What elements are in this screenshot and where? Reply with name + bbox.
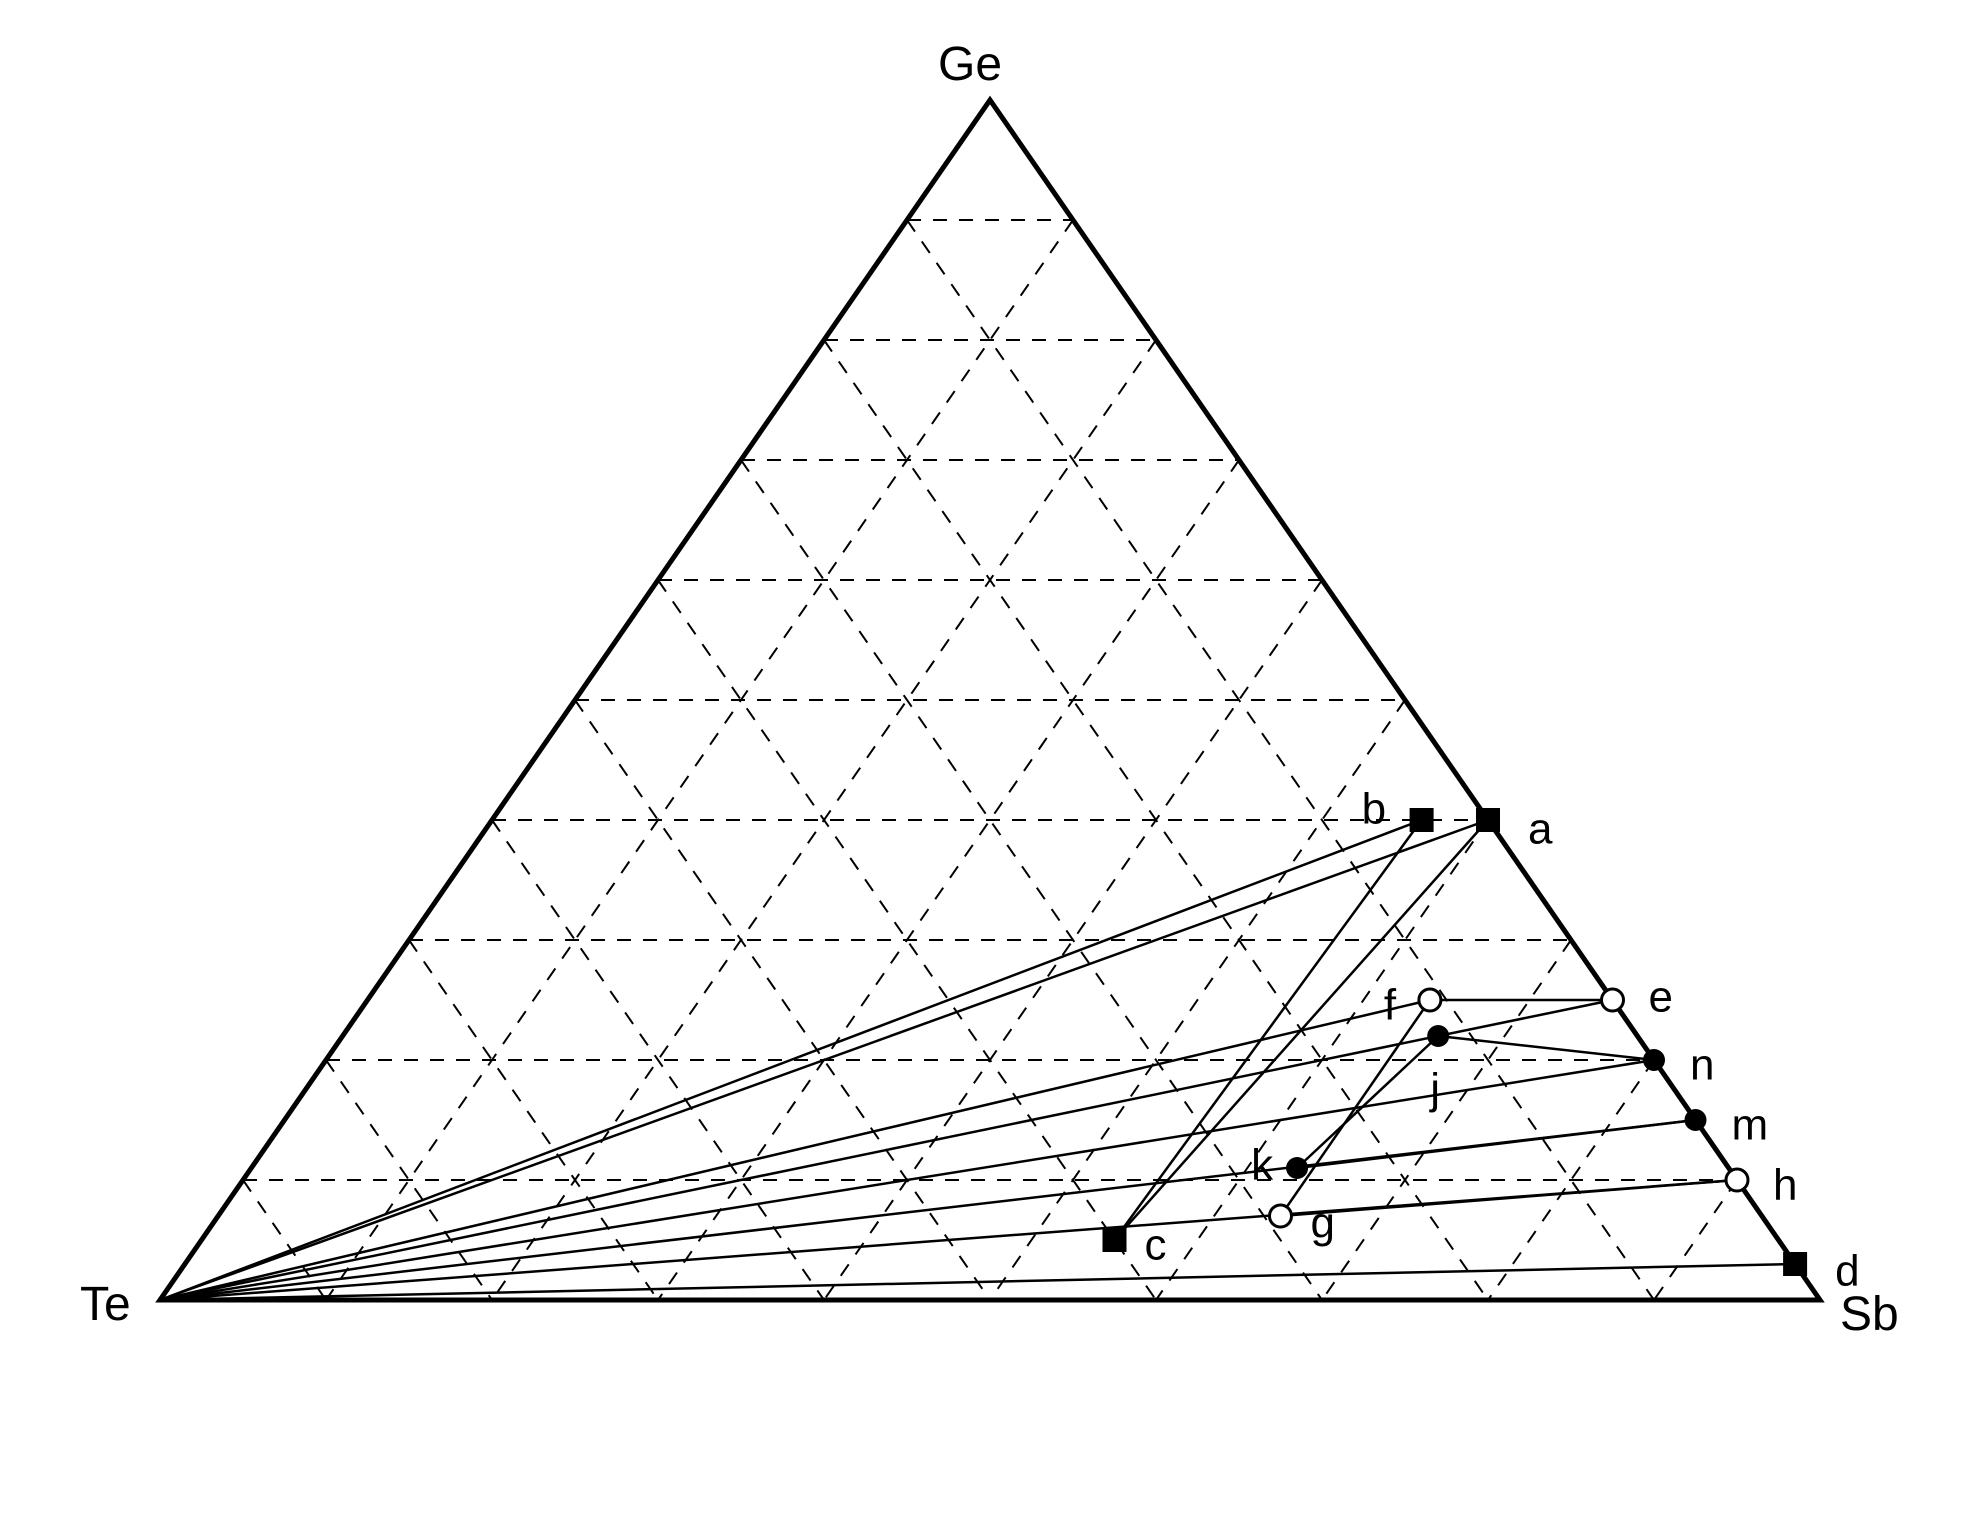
- point-label-f: f: [1384, 981, 1397, 1030]
- point-n: [1643, 1049, 1665, 1071]
- point-label-m: m: [1732, 1101, 1769, 1150]
- triangle-outline: [160, 100, 1820, 1300]
- point-label-b: b: [1362, 785, 1386, 834]
- point-e: [1602, 989, 1624, 1011]
- point-h: [1726, 1169, 1748, 1191]
- vertex-label-ge: Ge: [938, 38, 1002, 91]
- point-label-g: g: [1311, 1199, 1335, 1248]
- ternary-diagram: abcdefghjkmnGeTeSb: [0, 0, 1979, 1518]
- vertex-label-sb: Sb: [1840, 1288, 1899, 1341]
- point-j: [1427, 1025, 1449, 1047]
- point-label-a: a: [1528, 805, 1553, 854]
- grid: [243, 220, 1737, 1300]
- point-c: [1103, 1228, 1127, 1252]
- point-label-n: n: [1690, 1041, 1714, 1090]
- point-m: [1685, 1109, 1707, 1131]
- vertex-label-te: Te: [80, 1278, 131, 1331]
- point-k: [1286, 1157, 1308, 1179]
- point-label-e: e: [1649, 973, 1673, 1022]
- point-label-j: j: [1428, 1065, 1440, 1114]
- point-a: [1476, 808, 1500, 832]
- point-f: [1419, 989, 1441, 1011]
- point-label-k: k: [1251, 1141, 1274, 1190]
- point-label-h: h: [1773, 1161, 1797, 1210]
- point-b: [1410, 808, 1434, 832]
- point-d: [1783, 1252, 1807, 1276]
- point-label-c: c: [1145, 1221, 1167, 1270]
- point-g: [1270, 1205, 1292, 1227]
